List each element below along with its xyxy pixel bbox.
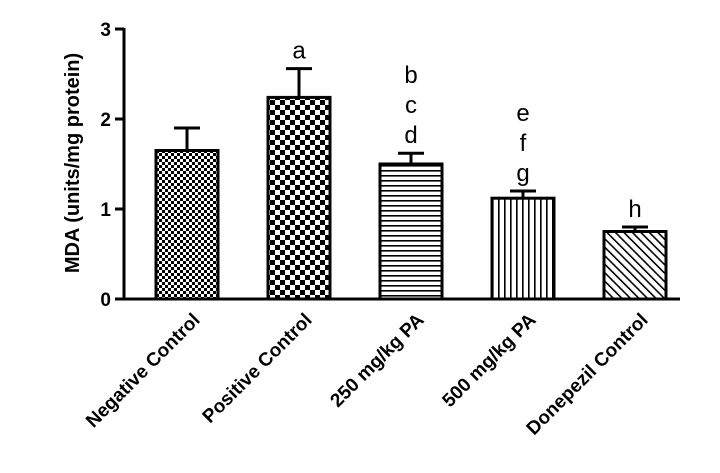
x-category-label: 500 mg/kg PA <box>439 309 541 411</box>
significance-annotations: a bcd efg h <box>292 38 641 223</box>
bar-donepezil-control <box>602 230 668 301</box>
y-axis-ticks: 0 1 2 3 <box>100 20 124 311</box>
bar-250-mg-kg-pa <box>378 162 444 301</box>
y-tick-label: 0 <box>100 290 111 311</box>
significance-letter: b <box>404 62 417 89</box>
bar-positive-control <box>266 95 332 301</box>
significance-letter: g <box>516 160 529 187</box>
y-tick-label: 3 <box>100 20 111 41</box>
significance-letter: e <box>516 100 529 127</box>
x-category-label: Positive Control <box>199 310 317 428</box>
y-tick-label: 1 <box>100 200 111 221</box>
significance-letter: a <box>292 38 306 65</box>
x-category-label: Negative Control <box>82 310 204 432</box>
bar-500-mg-kg-pa <box>490 196 556 301</box>
y-axis-title: MDA (units/mg protein) <box>62 53 84 273</box>
significance-letter: h <box>628 196 641 223</box>
significance-letter: d <box>404 122 417 149</box>
significance-letter: c <box>405 92 417 119</box>
x-category-label: Donepezil Control <box>523 310 653 440</box>
significance-letter: f <box>520 130 527 157</box>
x-category-label: 250 mg/kg PA <box>327 309 429 411</box>
bar-negative-control <box>154 149 220 301</box>
y-tick-label: 2 <box>100 110 111 131</box>
